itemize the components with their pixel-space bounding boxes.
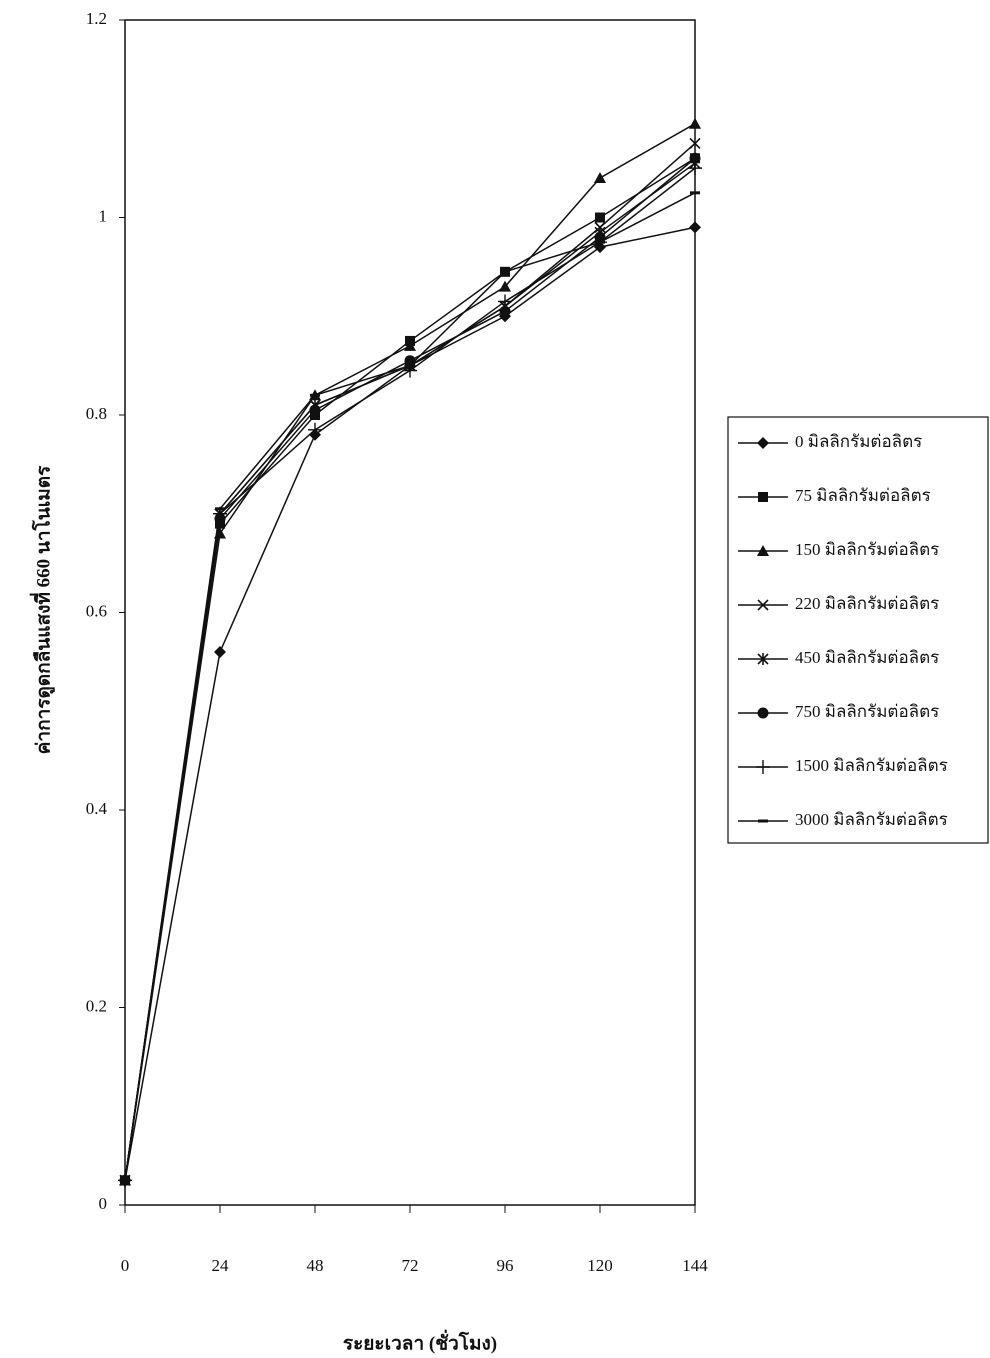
data-point	[498, 294, 512, 308]
chart: ค่าการดูดกลืนแสงที่ 660 นาโนเมตร ระยะเวล…	[0, 0, 990, 1358]
data-point	[214, 646, 226, 658]
data-point	[689, 118, 701, 129]
y-tick-label: 1	[99, 206, 108, 225]
legend-label: 220 มิลลิกรัมต่อลิตร	[795, 594, 939, 613]
series-line	[125, 168, 695, 1180]
legend-label: 3000 มิลลิกรัมต่อลิตร	[795, 810, 948, 829]
legend-box	[728, 417, 988, 843]
x-tick-label: 144	[682, 1256, 708, 1275]
legend-label: 0 มิลลิกรัมต่อลิตร	[795, 432, 922, 451]
y-axis-title: ค่าการดูดกลืนแสงที่ 660 นาโนเมตร	[29, 465, 55, 754]
data-point	[595, 213, 605, 223]
plot-frame	[125, 20, 695, 1205]
y-tick-label: 0	[99, 1194, 108, 1213]
series-line	[125, 158, 695, 1180]
series-line	[125, 163, 695, 1180]
x-tick-label: 0	[121, 1256, 130, 1275]
x-tick-label: 120	[587, 1256, 613, 1275]
y-tick-label: 0.4	[86, 799, 108, 818]
x-tick-label: 72	[402, 1256, 419, 1275]
legend-marker	[758, 708, 769, 719]
legend-label: 1500 มิลลิกรัมต่อลิตร	[795, 756, 948, 775]
legend-marker	[758, 492, 768, 502]
series-line	[125, 158, 695, 1180]
legend-label: 150 มิลลิกรัมต่อลิตร	[795, 540, 939, 559]
legend-label: 450 มิลลิกรัมต่อลิตร	[795, 648, 939, 667]
x-tick-label: 96	[497, 1256, 514, 1275]
y-tick-label: 0.6	[86, 601, 107, 620]
legend-label: 750 มิลลิกรัมต่อลิตร	[795, 702, 939, 721]
data-point	[310, 405, 321, 416]
y-tick-label: 0.2	[86, 996, 107, 1015]
y-tick-label: 0.8	[86, 404, 107, 423]
series-line	[125, 143, 695, 1180]
x-axis-title: ระยะเวลา (ชั่วโมง)	[343, 1329, 497, 1354]
x-tick-label: 24	[212, 1256, 230, 1275]
legend-label: 75 มิลลิกรัมต่อลิตร	[795, 486, 931, 505]
series-line	[125, 124, 695, 1181]
data-point	[594, 172, 606, 183]
data-point	[689, 221, 701, 233]
y-tick-label: 1.2	[86, 9, 107, 28]
x-tick-label: 48	[307, 1256, 324, 1275]
page: ค่าการดูดกลืนแสงที่ 660 นาโนเมตร ระยะเวล…	[0, 0, 990, 1358]
